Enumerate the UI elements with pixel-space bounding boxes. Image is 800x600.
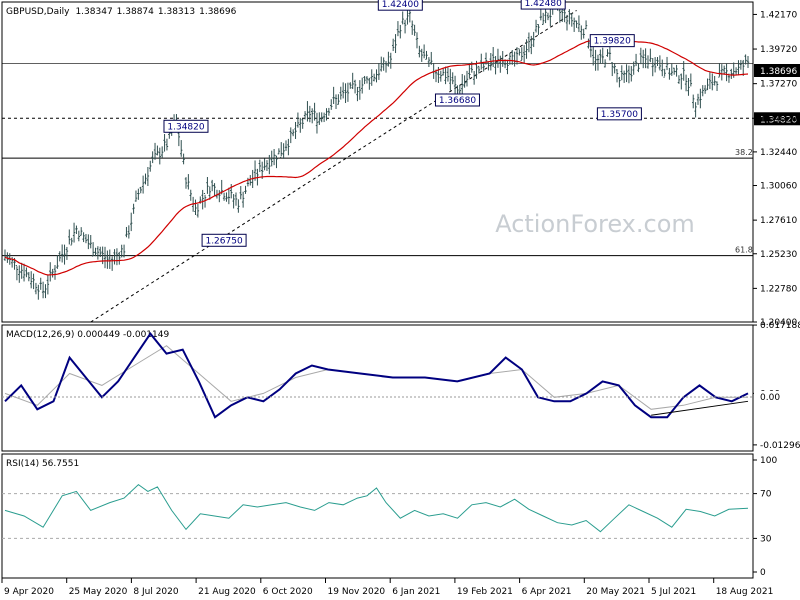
price-ytick-label: 1.34820 (760, 114, 797, 124)
macd-trendline (651, 400, 749, 416)
x-tick-label: 8 Jul 2020 (133, 587, 178, 597)
rsi-title: RSI(14) 56.7551 (6, 459, 79, 469)
x-tick-label: 20 May 2021 (586, 587, 645, 597)
x-tick-label: 19 Nov 2020 (328, 587, 386, 597)
price-ytick-label: 1.27610 (760, 216, 797, 226)
x-tick-label: 9 Apr 2020 (4, 587, 54, 597)
macd-ytick-label: -0.012962 (760, 441, 800, 451)
macd-main-line (4, 332, 749, 419)
x-tick-label: 21 Aug 2020 (198, 587, 256, 597)
svg-text:1.38696: 1.38696 (760, 67, 797, 77)
price-annotation-label: 1.42400 (382, 0, 419, 10)
price-annotation-label: 1.42480 (525, 0, 562, 9)
price-annotation-label: 1.34820 (167, 122, 204, 132)
price-ytick-label: 1.37270 (760, 80, 797, 90)
price-annotation-box (434, 93, 480, 107)
price-annotation-label: 1.39820 (594, 37, 631, 47)
price-annotation-box (520, 0, 566, 10)
price-annotation-box (596, 107, 642, 121)
rsi-line (4, 483, 749, 533)
rsi-ytick-label: 70 (760, 490, 772, 500)
macd-ytick-label: 0.017188 (760, 321, 800, 331)
current-price-label: 1.38696 (754, 64, 800, 77)
x-tick-label: 6 Oct 2020 (263, 587, 313, 597)
price-title: GBPUSD,Daily 1.38347 1.38874 1.38313 1.38696 (6, 7, 237, 17)
price-ytick-label: 1.25230 (760, 250, 797, 260)
fib-label: 61.8 (735, 246, 753, 255)
x-tick-label: 6 Apr 2021 (522, 587, 572, 597)
price-annotation-box (589, 34, 635, 48)
rsi-pane: RSI(14) 56.7551 100 70 30 0 (1, 453, 777, 579)
x-tick-label: 25 May 2020 (69, 587, 128, 597)
x-tick-label: 5 Jul 2021 (651, 587, 696, 597)
price-annotation-label: 1.35700 (601, 110, 638, 120)
rsi-ytick-label: 100 (760, 456, 777, 466)
price-annotation-label: 1.36680 (439, 96, 476, 106)
rsi-ytick-label: 0 (760, 568, 766, 578)
macd-title: MACD(12,26,9) 0.000449 -0.001149 (6, 330, 169, 340)
price-annotation-box (163, 119, 209, 133)
price-annotation-label: 1.26750 (205, 236, 242, 246)
fib-label: 38.2 (735, 148, 753, 157)
watermark: ActionForex.com (495, 210, 695, 238)
rsi-ytick-label: 30 (760, 534, 772, 544)
x-tick-label: 19 Feb 2021 (457, 587, 513, 597)
price-annotation-box (201, 233, 247, 247)
price-ytick-label: 1.32440 (760, 148, 797, 158)
price-ytick-label: 1.30060 (760, 182, 797, 192)
macd-current-label: 0.00 (754, 391, 784, 403)
price-annotation-box (377, 0, 423, 11)
price-ytick-label: 1.20400 (760, 318, 797, 328)
price-ytick-label: 1.42170 (760, 10, 797, 20)
price-pane: ActionForex.com GBPUSD,Daily 1.38347 1.388… (1, 0, 800, 328)
x-axis: 9 Apr 2020 25 May 2020 8 Jul 2020 21 Aug 20… (1, 578, 774, 597)
price-ytick-label: 1.22780 (760, 284, 797, 294)
price-ytick-label: 1.39720 (760, 45, 797, 55)
x-tick-label: 18 Aug 2021 (716, 587, 774, 597)
level-badge (754, 112, 800, 126)
svg-text:0.00: 0.00 (760, 393, 780, 403)
macd-pane: MACD(12,26,9) 0.000449 -0.001149 0.01718… (1, 321, 800, 452)
x-tick-label: 6 Jan 2021 (392, 587, 440, 597)
level-label: 1.34820 (760, 115, 797, 125)
